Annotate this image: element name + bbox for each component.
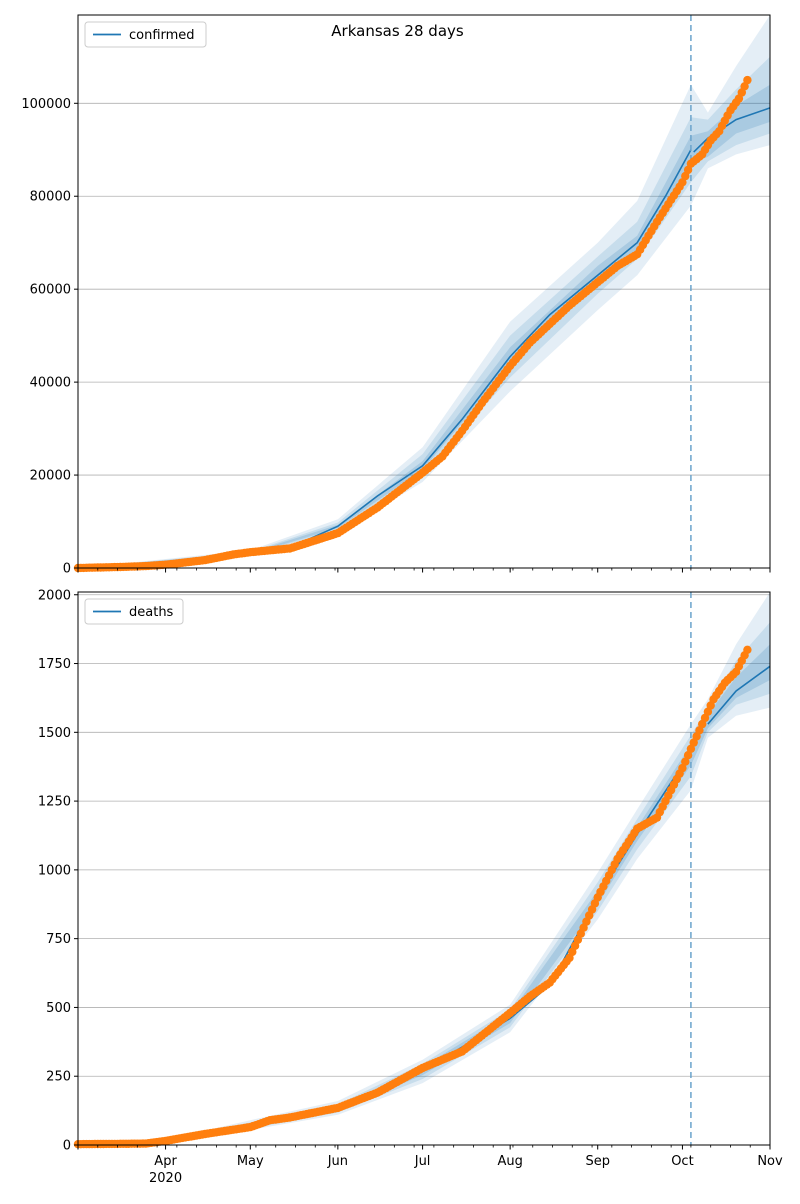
x-tick-label: Apr — [154, 1154, 177, 1169]
x-tick-label: Jun — [327, 1154, 348, 1169]
observed-point — [681, 757, 690, 766]
y-tick-label: 20000 — [30, 469, 71, 484]
y-tick-label: 1000 — [38, 863, 71, 878]
observed-point — [678, 763, 687, 773]
confirmed-panel: 0 20000 40000 60000 80000 100000 confirmed — [21, 14, 771, 577]
y-tick-label: 500 — [46, 1001, 71, 1016]
y-tick-label: 0 — [63, 562, 71, 577]
y-tick-label: 1500 — [38, 726, 71, 741]
confidence-band-2 — [78, 56, 770, 569]
legend-label: confirmed — [129, 28, 195, 43]
x-tick-label: Aug — [497, 1154, 522, 1169]
observed-point — [683, 751, 693, 760]
observed-point — [743, 75, 752, 85]
y-tick-label: 60000 — [30, 283, 71, 298]
figure-title: Arkansas 28 days — [331, 22, 464, 40]
y-tick-label: 80000 — [30, 190, 71, 205]
x-year-label: 2020 — [149, 1171, 182, 1186]
x-tick-label: May — [237, 1154, 264, 1169]
y-tick-label: 750 — [46, 932, 71, 947]
y-tick-label: 40000 — [30, 376, 71, 391]
legend-label: deaths — [129, 605, 174, 620]
axes-frame — [77, 591, 771, 1146]
x-tick-label: Nov — [757, 1154, 783, 1169]
legend-box — [84, 21, 207, 48]
y-tick-label: 100000 — [21, 97, 71, 112]
observed-point — [743, 645, 752, 654]
x-tick-label: Oct — [671, 1154, 693, 1169]
deaths-panel: 0 250 500 750 1000 1250 1500 1750 2000 Apr May Jun J… — [38, 588, 783, 1186]
y-tick-label: 250 — [46, 1070, 71, 1085]
y-tick-label: 0 — [63, 1139, 71, 1154]
confidence-band-1 — [78, 592, 770, 1145]
y-tick-label: 1750 — [38, 657, 71, 672]
x-tick-label: Jul — [414, 1154, 431, 1169]
y-tick-label: 2000 — [38, 588, 71, 603]
x-tick-label: Sep — [585, 1154, 610, 1169]
axes-frame — [77, 14, 771, 569]
y-tick-label: 1250 — [38, 795, 71, 810]
legend-box — [84, 598, 184, 625]
model-forecast-line — [707, 665, 771, 725]
confidence-band-1 — [78, 15, 770, 568]
